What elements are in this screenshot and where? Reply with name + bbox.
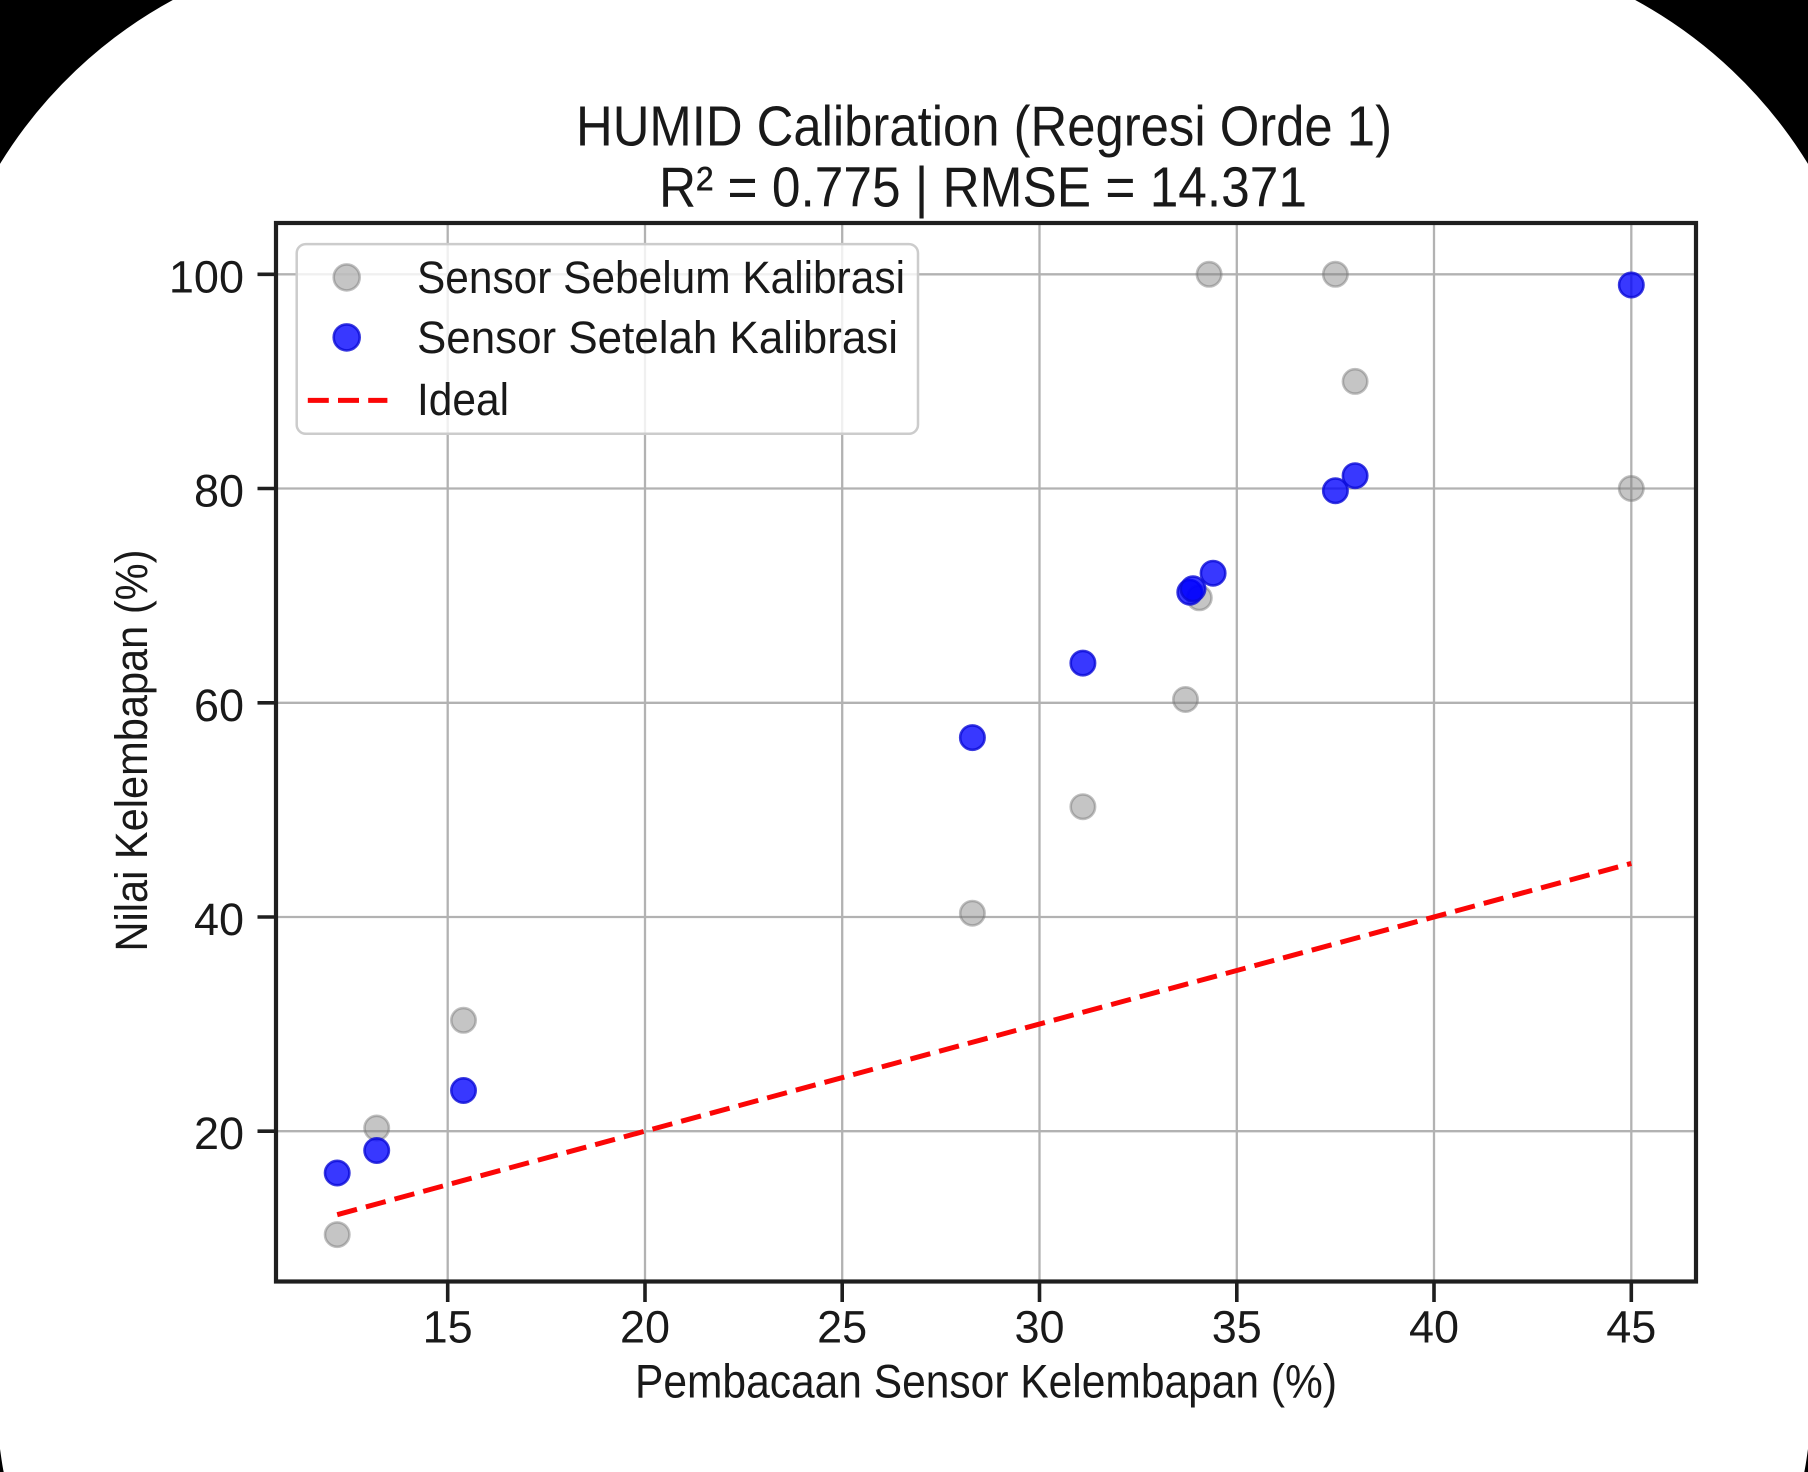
svg-text:25: 25 [817,1302,867,1353]
svg-text:20: 20 [194,1108,244,1159]
svg-text:40: 40 [194,894,244,945]
svg-text:20: 20 [620,1302,670,1353]
svg-text:Ideal: Ideal [417,374,509,425]
svg-text:R² = 0.775 | RMSE = 14.371: R² = 0.775 | RMSE = 14.371 [659,156,1307,220]
svg-text:Nilai Kelembapan (%): Nilai Kelembapan (%) [106,550,157,952]
svg-text:15: 15 [423,1302,473,1353]
svg-text:30: 30 [1014,1302,1064,1353]
svg-text:60: 60 [194,680,244,731]
svg-text:35: 35 [1212,1302,1262,1353]
svg-text:HUMID Calibration (Regresi Ord: HUMID Calibration (Regresi Orde 1) [576,95,1392,159]
svg-text:80: 80 [194,466,244,517]
svg-text:Sensor Setelah Kalibrasi: Sensor Setelah Kalibrasi [417,312,898,363]
svg-text:40: 40 [1409,1302,1459,1353]
svg-text:45: 45 [1606,1302,1656,1353]
svg-text:Pembacaan Sensor Kelembapan (%: Pembacaan Sensor Kelembapan (%) [635,1355,1337,1408]
svg-text:Sensor Sebelum Kalibrasi: Sensor Sebelum Kalibrasi [417,252,905,303]
svg-text:100: 100 [169,251,244,302]
